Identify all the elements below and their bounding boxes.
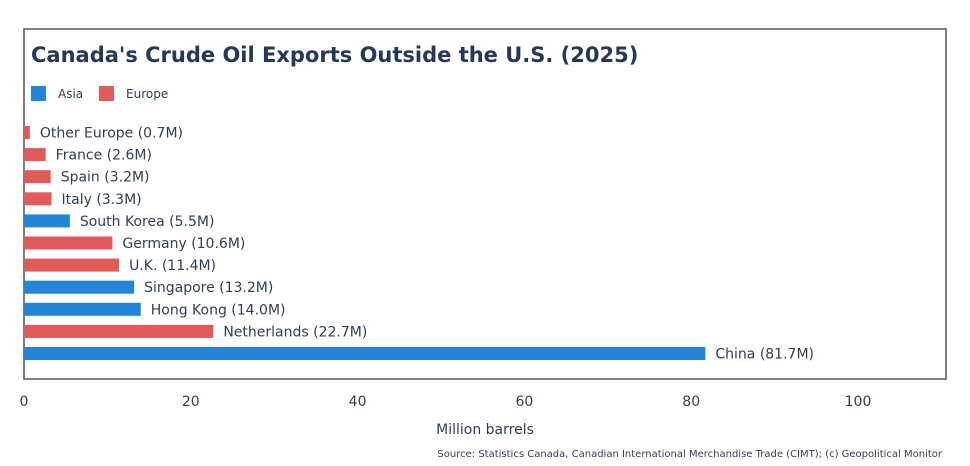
x-tick-label-80: 80 (682, 394, 700, 410)
bar-spain (24, 170, 51, 184)
bar-label-spain: Spain (3.2M) (61, 170, 150, 186)
x-tick-label-60: 60 (515, 394, 533, 410)
x-axis: 0 20 40 60 80 100 (20, 394, 872, 410)
bar-south-korea (24, 214, 70, 228)
bar-label-netherlands: Netherlands (22.7M) (223, 324, 367, 340)
x-tick-label-0: 0 (20, 394, 29, 410)
bar-label-singapore: Singapore (13.2M) (144, 280, 273, 296)
bar-label-italy: Italy (3.3M) (62, 192, 142, 208)
legend: Asia Europe (31, 86, 168, 101)
chart-title: Canada's Crude Oil Exports Outside the U… (31, 43, 638, 67)
x-axis-label: Million barrels (436, 422, 534, 438)
bar-germany (24, 236, 113, 250)
bar-singapore (24, 280, 135, 294)
bar-label-south-korea: South Korea (5.5M) (80, 214, 215, 230)
bar-label-hong-kong: Hong Kong (14.0M) (151, 302, 286, 318)
source-note: Source: Statistics Canada, Canadian Inte… (437, 449, 942, 460)
bar-china (24, 347, 706, 360)
x-tick-label-100: 100 (845, 394, 872, 410)
x-tick-label-40: 40 (349, 394, 367, 410)
legend-swatch-europe (99, 86, 114, 101)
bar-netherlands (24, 324, 214, 338)
legend-label-europe: Europe (126, 87, 168, 101)
legend-swatch-asia (31, 86, 46, 101)
bars-group: Other Europe (0.7M) France (2.6M) Spain (3… (24, 126, 814, 363)
bar-other-europe (24, 126, 30, 139)
bar-hong-kong (24, 302, 141, 316)
bar-label-france: France (2.6M) (56, 148, 152, 164)
x-tick-label-20: 20 (182, 394, 200, 410)
legend-label-asia: Asia (58, 87, 83, 101)
bar-label-u-k: U.K. (11.4M) (129, 258, 216, 274)
bar-france (24, 148, 46, 162)
bar-label-other-europe: Other Europe (0.7M) (40, 126, 183, 142)
bar-label-germany: Germany (10.6M) (122, 236, 245, 252)
bar-label-china: China (81.7M) (715, 347, 814, 363)
bar-u-k (24, 258, 120, 272)
bar-italy (24, 192, 52, 206)
